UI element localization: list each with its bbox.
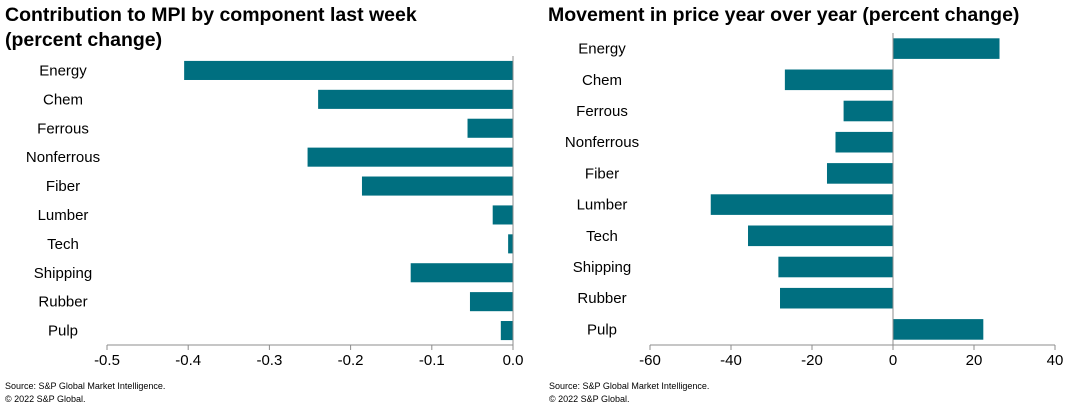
bar-lumber xyxy=(492,205,513,225)
x-tick-label: 20 xyxy=(966,352,983,369)
x-tick-label: -0.1 xyxy=(419,352,445,369)
bar-fiber xyxy=(361,176,513,196)
category-label-nonferrous: Nonferrous xyxy=(26,149,100,166)
contribution-chart-title-line2: (percent change) xyxy=(5,29,163,51)
bar-tech xyxy=(748,225,893,247)
category-label-energy: Energy xyxy=(578,41,626,58)
contribution-chart-title-line1: Contribution to MPI by component last we… xyxy=(5,4,417,26)
bar-ferrous xyxy=(467,118,513,138)
category-label-fiber: Fiber xyxy=(585,165,619,182)
bar-energy xyxy=(184,60,513,80)
contribution-chart-copyright: © 2022 S&P Global. xyxy=(5,394,86,404)
contribution-chart-source: Source: S&P Global Market Intelligence. xyxy=(5,381,166,391)
contribution-chart-plot: Energy Chem Ferrous Nonferrous Fiber Lumber Te… xyxy=(26,56,524,369)
category-label-tech: Tech xyxy=(586,228,618,245)
category-label-lumber: Lumber xyxy=(38,207,89,224)
contribution-chart-panel: Contribution to MPI by component last we… xyxy=(0,0,540,414)
bar-rubber xyxy=(780,287,893,309)
bar-rubber xyxy=(469,292,513,312)
bar-nonferrous xyxy=(835,131,893,153)
category-label-lumber: Lumber xyxy=(577,197,628,214)
bar-tech xyxy=(508,234,513,254)
x-tick-label: -40 xyxy=(720,352,742,369)
bar-pulp xyxy=(893,319,984,340)
category-label-shipping: Shipping xyxy=(573,259,631,276)
bar-pulp xyxy=(500,321,513,341)
bar-fiber xyxy=(826,163,893,184)
x-tick-label: -20 xyxy=(801,352,823,369)
bar-ferrous xyxy=(843,100,893,122)
category-label-rubber: Rubber xyxy=(38,294,87,311)
price-movement-chart-title: Movement in price year over year (percen… xyxy=(548,4,1020,26)
category-label-pulp: Pulp xyxy=(48,323,78,340)
category-label-ferrous: Ferrous xyxy=(37,120,89,137)
bar-chem xyxy=(784,69,893,91)
category-label-ferrous: Ferrous xyxy=(576,103,628,120)
bar-chem xyxy=(318,89,513,109)
price-movement-chart-copyright: © 2022 S&P Global. xyxy=(549,394,630,404)
x-tick-label: -0.5 xyxy=(94,352,120,369)
x-tick-label: 0 xyxy=(889,352,897,369)
bar-energy xyxy=(893,38,1000,59)
category-label-shipping: Shipping xyxy=(34,265,92,282)
x-tick-label: -0.3 xyxy=(256,352,282,369)
bar-lumber xyxy=(710,194,893,215)
x-tick-label: 40 xyxy=(1047,352,1064,369)
category-label-chem: Chem xyxy=(582,72,622,89)
bar-shipping xyxy=(410,263,513,283)
bar-nonferrous xyxy=(307,147,513,167)
bar-shipping xyxy=(778,256,893,278)
category-label-rubber: Rubber xyxy=(577,290,626,307)
category-label-nonferrous: Nonferrous xyxy=(565,134,639,151)
price-movement-chart-plot: Energy Chem Ferrous Nonferrous Fiber Lumber Te… xyxy=(565,33,1064,369)
x-tick-label: -0.2 xyxy=(338,352,364,369)
x-tick-label: 0.0 xyxy=(503,352,524,369)
category-label-chem: Chem xyxy=(43,91,83,108)
x-tick-label: -0.4 xyxy=(175,352,201,369)
category-label-pulp: Pulp xyxy=(587,321,617,338)
price-movement-chart-source: Source: S&P Global Market Intelligence. xyxy=(549,381,710,391)
price-movement-chart-panel: Movement in price year over year (percen… xyxy=(545,0,1089,414)
category-label-fiber: Fiber xyxy=(46,178,80,195)
category-label-energy: Energy xyxy=(39,62,87,79)
x-tick-label: -60 xyxy=(639,352,661,369)
category-label-tech: Tech xyxy=(47,236,79,253)
